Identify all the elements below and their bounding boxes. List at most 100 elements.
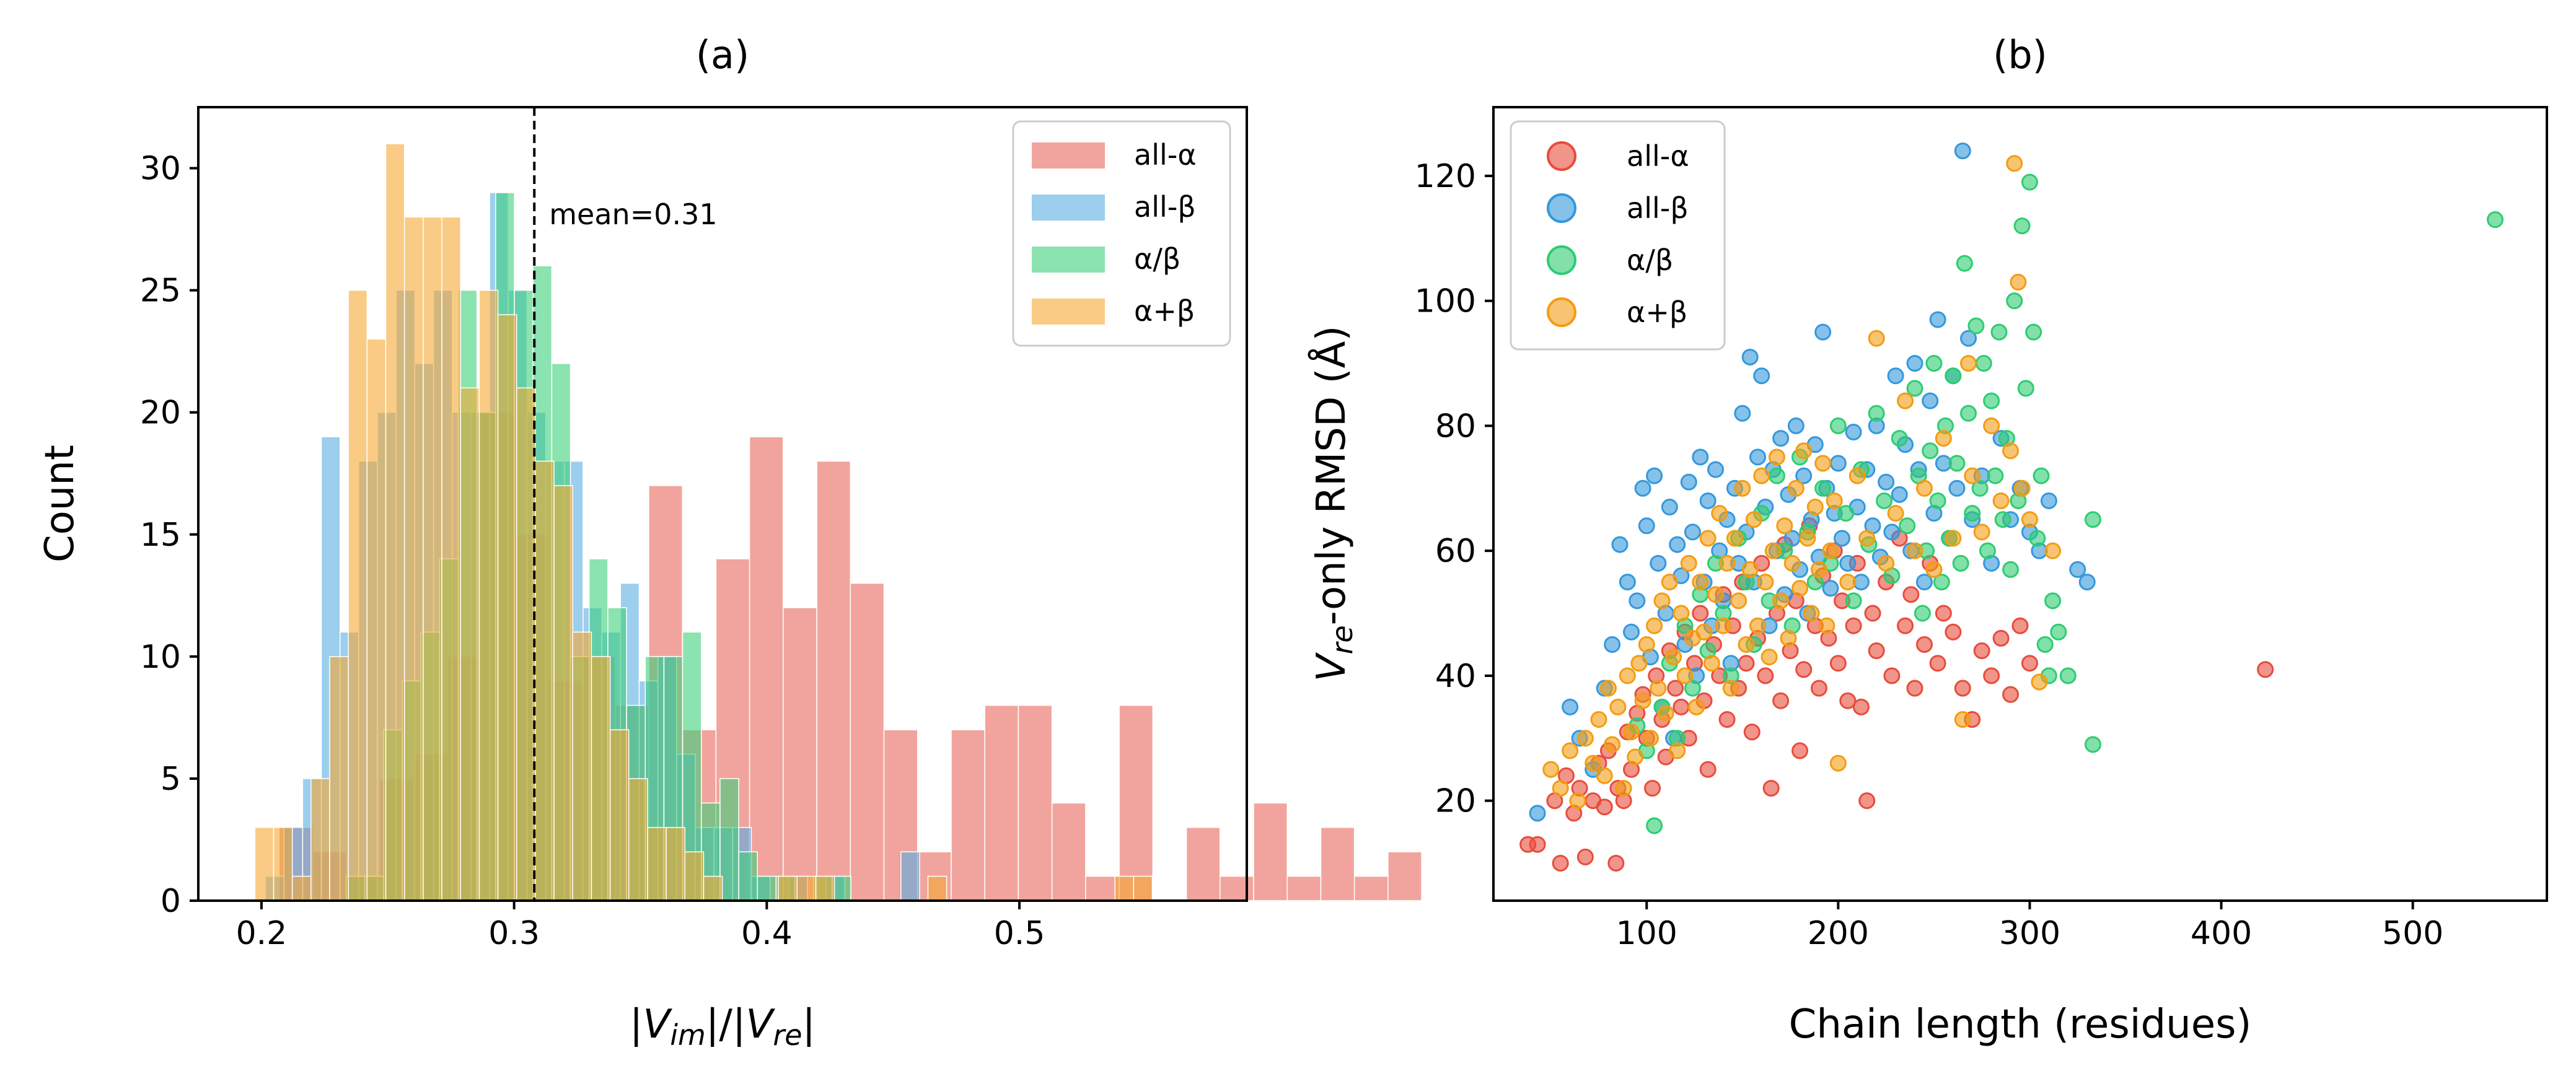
scatter-point xyxy=(1576,848,1594,865)
scatter-point xyxy=(1979,542,1996,559)
scatter-point xyxy=(1906,542,1923,559)
scatter-point xyxy=(1734,479,1751,497)
scatter-point xyxy=(1814,455,1832,472)
scatter-point xyxy=(1757,667,1774,684)
histogram-bar xyxy=(647,827,667,901)
scatter-legend-label: all-β xyxy=(1627,191,1689,225)
scatter-point xyxy=(2006,155,2023,172)
scatter-x-tick-label: 500 xyxy=(2382,915,2443,952)
scatter-point xyxy=(1954,711,1971,728)
histogram-bar xyxy=(703,875,723,901)
scatter-point xyxy=(1795,661,1813,678)
scatter-point xyxy=(1657,704,1674,722)
scatter-point xyxy=(1768,448,1785,466)
scatter-point xyxy=(1542,761,1560,778)
scatter-point xyxy=(1634,692,1651,709)
scatter-point xyxy=(1848,467,1866,484)
scatter-point xyxy=(1829,754,1847,772)
histogram-bar xyxy=(1353,875,1389,901)
histogram-x-ticks: 0.2 0.3 0.4 0.5 xyxy=(236,901,1045,952)
scatter-point xyxy=(1964,467,1981,484)
scatter-point xyxy=(1590,711,1607,728)
scatter-point xyxy=(1695,623,1713,641)
scatter-point xyxy=(1707,586,1725,603)
histogram-bar xyxy=(591,656,611,901)
scatter-point xyxy=(1699,761,1717,778)
scatter-point xyxy=(1661,574,1678,591)
scatter-point xyxy=(2059,667,2077,684)
scatter-point xyxy=(1562,698,1579,715)
scatter-point xyxy=(2017,380,2034,397)
scatter-point xyxy=(1762,779,1780,797)
scatter-point xyxy=(1569,792,1586,810)
scatter-point xyxy=(1887,367,1904,385)
scatter-point xyxy=(1669,742,1686,759)
histogram-bar xyxy=(815,875,835,901)
histogram-bar xyxy=(385,143,405,901)
scatter-point xyxy=(2069,561,2086,578)
scatter-point xyxy=(1839,554,1857,572)
scatter-point xyxy=(2044,542,2062,559)
scatter-point xyxy=(2002,561,2020,578)
scatter-point xyxy=(1948,479,1966,497)
scatter-point xyxy=(1722,680,1739,697)
scatter-point xyxy=(1795,467,1813,484)
scatter-point xyxy=(1634,479,1651,497)
scatter-point xyxy=(1956,255,1973,272)
scatter-point xyxy=(1806,499,1824,516)
scatter-y-tick-label: 60 xyxy=(1435,533,1476,570)
scatter-x-label: Chain length (residues) xyxy=(1789,1002,2252,1047)
histogram-bar xyxy=(478,289,499,901)
scatter-point xyxy=(1757,574,1774,591)
histogram-bar xyxy=(254,827,275,901)
scatter-point xyxy=(1650,554,1667,572)
scatter-point xyxy=(2033,467,2050,484)
histogram-y-tick-label: 15 xyxy=(140,517,181,554)
scatter-point xyxy=(1619,667,1636,684)
scatter-y-tick-label: 100 xyxy=(1415,283,1476,320)
scatter-title: (b) xyxy=(1993,32,2047,77)
scatter-point xyxy=(1646,617,1663,634)
histogram-bar xyxy=(348,289,368,901)
histogram-y-tick-label: 0 xyxy=(160,883,181,920)
scatter-point xyxy=(1899,517,1916,535)
scatter-point xyxy=(1738,655,1755,672)
scatter-point xyxy=(2010,273,2027,291)
scatter-point xyxy=(1990,323,2008,341)
scatter-point xyxy=(1967,317,1985,335)
histogram-legend-swatch xyxy=(1032,247,1105,273)
scatter-point xyxy=(1858,530,1876,547)
scatter-point xyxy=(1741,561,1759,578)
scatter-point xyxy=(1822,580,1839,597)
scatter-point xyxy=(1810,561,1827,578)
scatter-point xyxy=(1604,736,1621,753)
scatter-point xyxy=(1684,523,1701,541)
scatter-point xyxy=(1642,730,1659,747)
histogram-legend-swatch xyxy=(1032,195,1105,221)
scatter-point xyxy=(1676,667,1694,684)
scatter-point xyxy=(1629,592,1646,610)
scatter-point xyxy=(1699,492,1717,509)
scatter-point xyxy=(1611,536,1629,553)
scatter-point xyxy=(1839,692,1857,709)
scatter-point xyxy=(1818,617,1835,634)
scatter-legend-label: α/β xyxy=(1627,243,1673,277)
scatter-point xyxy=(2050,623,2067,641)
histogram-bar xyxy=(403,216,424,901)
scatter-point xyxy=(1653,592,1671,610)
histogram-x-label: |Vim|/|Vre| xyxy=(630,1002,815,1052)
histogram-bar xyxy=(366,338,387,901)
scatter-point xyxy=(1992,492,2010,509)
scatter-point xyxy=(1971,479,1989,497)
scatter-point xyxy=(1673,698,1690,715)
histogram-bar xyxy=(927,875,947,901)
scatter-point xyxy=(1726,530,1743,547)
scatter-point xyxy=(1667,680,1684,697)
histogram-legend-label: all-α xyxy=(1134,138,1197,172)
scatter-y-tick-label: 80 xyxy=(1435,408,1476,445)
scatter-point xyxy=(1915,479,1933,497)
scatter-point xyxy=(1864,605,1881,622)
scatter-point xyxy=(1960,330,1977,347)
scatter-point xyxy=(1791,742,1809,759)
scatter-point xyxy=(1814,323,1832,341)
